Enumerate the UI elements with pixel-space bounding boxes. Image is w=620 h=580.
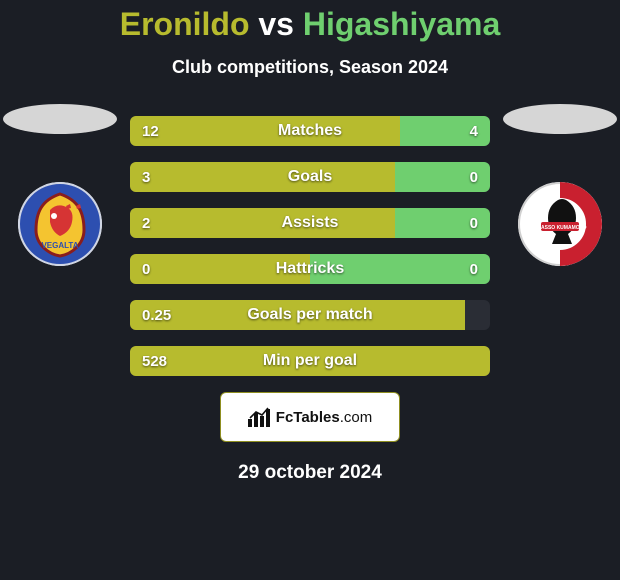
stat-label: Goals (130, 162, 490, 192)
chart-icon (248, 407, 270, 427)
stat-row: Matches12 4 (130, 116, 490, 146)
stat-value-right: 0 (470, 208, 478, 238)
svg-text:VEGALTA: VEGALTA (41, 241, 78, 250)
stat-label: Goals per match (130, 300, 490, 330)
team-right-badge: ROASSO KUMAMOTO (518, 182, 602, 266)
stat-label: Assists (130, 208, 490, 238)
svg-text:ROASSO KUMAMOTO: ROASSO KUMAMOTO (534, 225, 587, 231)
brand-footer[interactable]: FcTables.com (220, 392, 400, 442)
stat-row: Goals3 0 (130, 162, 490, 192)
stat-bars: Matches124Goals30Assists20Hattricks00Goa… (130, 116, 490, 376)
stat-value-left: 0.25 (142, 300, 171, 330)
stat-value-left: 528 (142, 346, 167, 376)
team-right-name-plate (503, 104, 617, 134)
stat-value-left: 0 (142, 254, 150, 284)
stat-value-left: 3 (142, 162, 150, 192)
page-title: Eronildo vs Higashiyama (0, 0, 620, 43)
stat-value-right: 0 (470, 254, 478, 284)
stat-row: Goals per match0.25 (130, 300, 490, 330)
stat-value-right: 0 (470, 162, 478, 192)
brand-text: FcTables.com (276, 409, 372, 426)
stat-label: Hattricks (130, 254, 490, 284)
date-text: 29 october 2024 (0, 462, 620, 484)
player-right-name: Higashiyama (303, 6, 500, 42)
team-left-name-plate (3, 104, 117, 134)
comparison-panel: VEGALTA ROASSO KUMAMOTO Matches12 4 Goals3… (0, 116, 620, 376)
stat-row: Hattricks0 0 (130, 254, 490, 284)
team-left-badge: VEGALTA (18, 182, 102, 266)
team-right-column: ROASSO KUMAMOTO (500, 104, 620, 266)
stat-row: Min per goal528 (130, 346, 490, 376)
stat-label: Matches (130, 116, 490, 146)
stat-value-left: 12 (142, 116, 159, 146)
team-left-column: VEGALTA (0, 104, 120, 266)
stat-value-right: 4 (470, 116, 478, 146)
stat-row: Assists2 0 (130, 208, 490, 238)
vs-word: vs (258, 6, 294, 42)
stat-value-left: 2 (142, 208, 150, 238)
player-left-name: Eronildo (120, 6, 250, 42)
stat-label: Min per goal (130, 346, 490, 376)
subtitle: Club competitions, Season 2024 (0, 57, 620, 78)
